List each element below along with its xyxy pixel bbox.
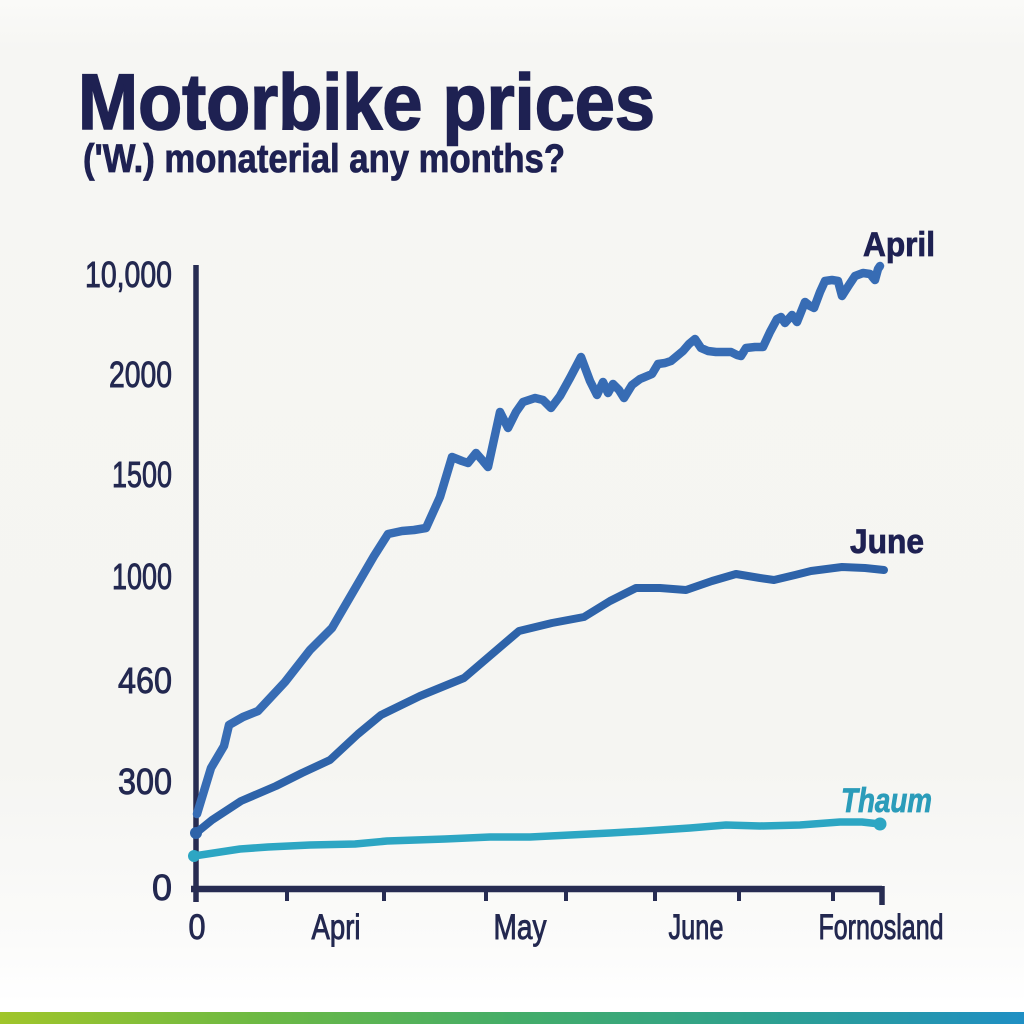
svg-text:Fornosland: Fornosland (819, 908, 944, 947)
svg-text:June: June (850, 523, 924, 561)
svg-text:0: 0 (189, 908, 206, 947)
svg-text:May: May (494, 908, 547, 947)
svg-text:June: June (669, 908, 724, 947)
svg-text:10,000: 10,000 (85, 254, 172, 295)
svg-text:1500: 1500 (112, 454, 172, 495)
svg-text:('W.) monaterial any months?: ('W.) monaterial any months? (83, 137, 565, 181)
svg-text:2000: 2000 (109, 354, 172, 395)
svg-text:Thaum: Thaum (841, 782, 932, 820)
svg-text:300: 300 (118, 761, 172, 802)
svg-text:Motorbike prices: Motorbike prices (78, 57, 655, 146)
svg-text:1000: 1000 (112, 556, 172, 597)
svg-text:Apri: Apri (312, 908, 361, 947)
svg-text:0: 0 (152, 867, 172, 908)
svg-text:April: April (863, 226, 935, 264)
svg-text:460: 460 (118, 660, 172, 701)
